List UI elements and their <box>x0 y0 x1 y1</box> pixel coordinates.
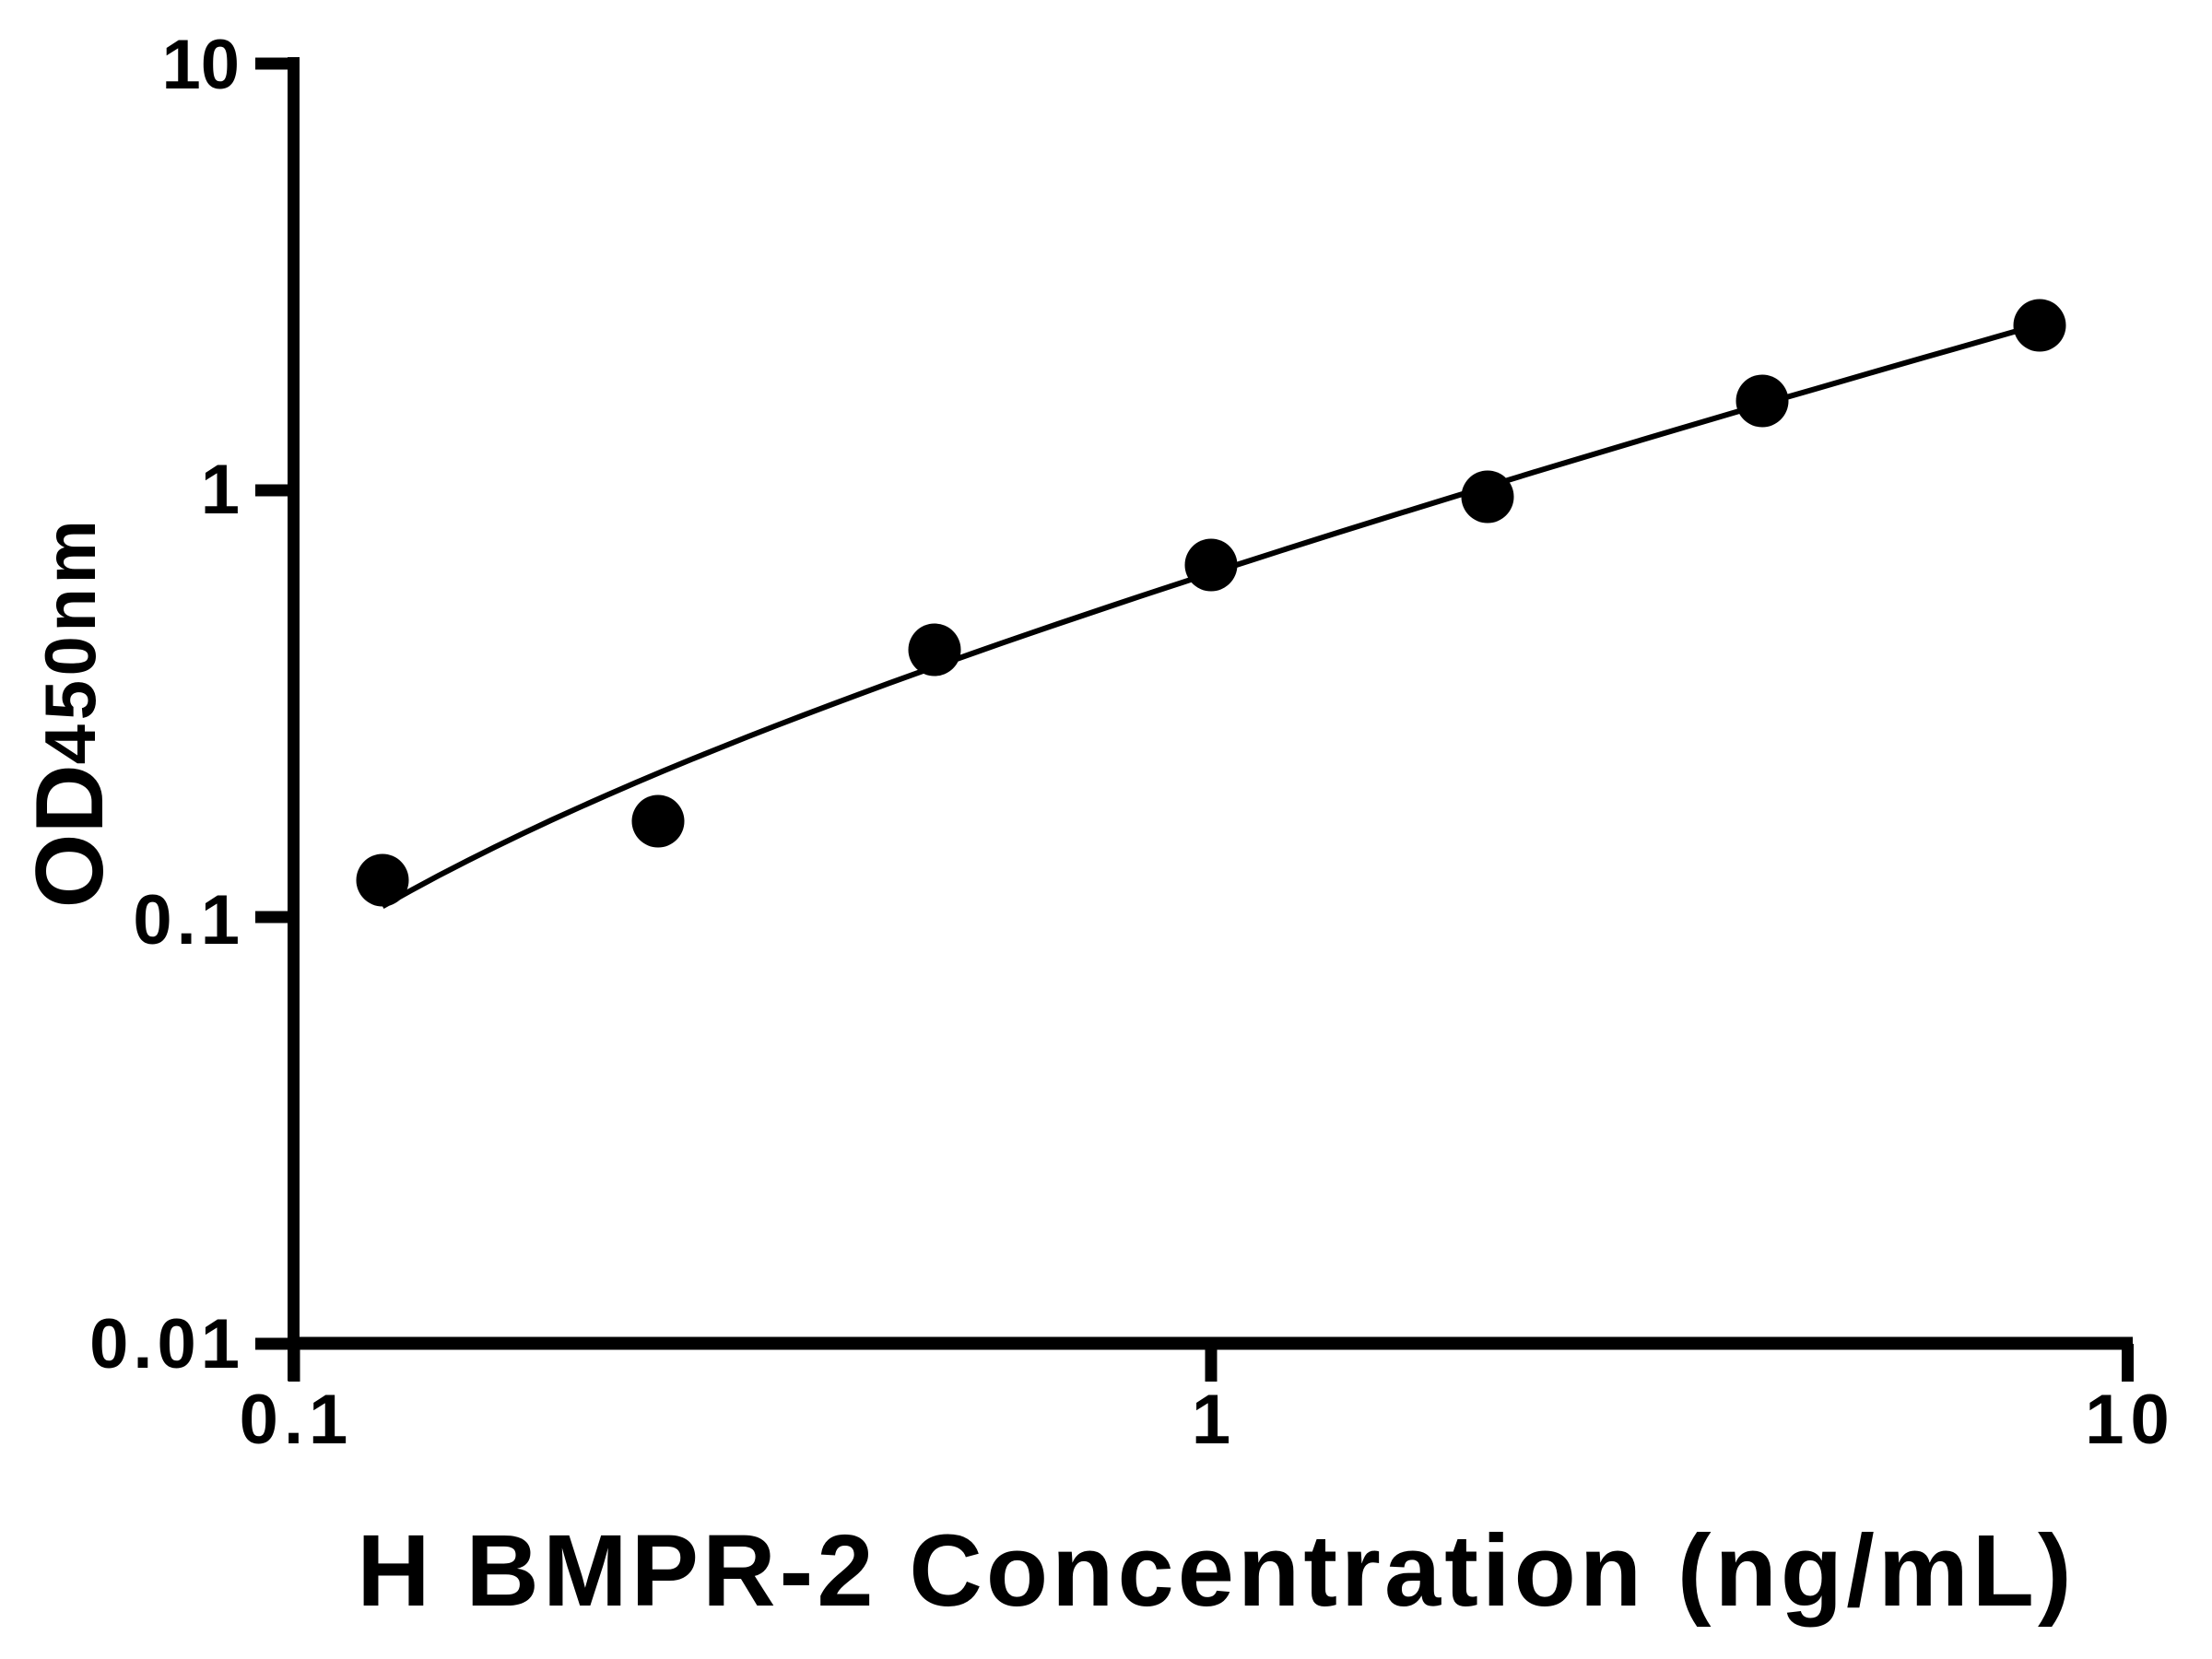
svg-text:0.1: 0.1 <box>240 1381 354 1459</box>
svg-text:10: 10 <box>2085 1381 2176 1459</box>
svg-text:0.01: 0.01 <box>89 1305 244 1383</box>
svg-text:H BMPR-2 Concentration (ng/mL): H BMPR-2 Concentration (ng/mL) <box>357 1514 2076 1628</box>
svg-text:1: 1 <box>201 451 240 529</box>
svg-text:1: 1 <box>1192 1381 1230 1459</box>
svg-text:0.1: 0.1 <box>133 881 244 959</box>
svg-text:OD450nm: OD450nm <box>17 516 124 909</box>
svg-text:10: 10 <box>161 26 240 104</box>
